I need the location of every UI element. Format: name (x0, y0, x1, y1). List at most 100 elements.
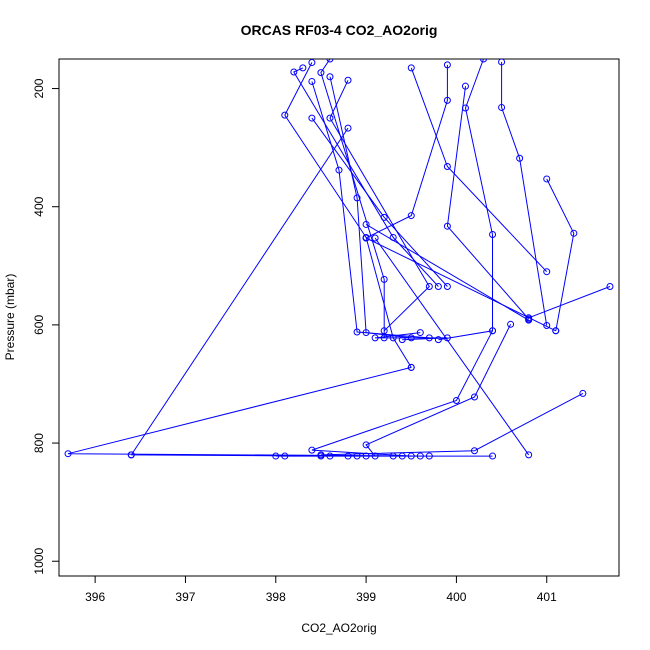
data-point (470, 393, 478, 401)
data-point (434, 282, 442, 290)
y-axis: 200 400 600 800 1000 (32, 78, 60, 575)
x-tick-label: 400 (446, 590, 466, 604)
plot-points (64, 59, 614, 460)
series-line (365, 237, 557, 332)
data-point (335, 166, 343, 174)
data-point (443, 61, 451, 69)
x-axis: 396 397 398 399 400 401 (85, 575, 557, 604)
data-point (344, 452, 352, 460)
y-tick-label: 200 (32, 78, 46, 98)
x-tick-label: 396 (85, 590, 105, 604)
data-point (425, 452, 433, 460)
series-line (311, 330, 493, 457)
y-tick-label: 400 (32, 196, 46, 216)
series-line (311, 81, 430, 339)
data-point (425, 334, 433, 342)
data-point (380, 334, 388, 342)
data-point (389, 334, 397, 342)
data-point (489, 327, 497, 335)
data-point (489, 230, 497, 238)
plot-frame (58, 58, 620, 577)
series-line (365, 64, 448, 239)
series-line (329, 80, 430, 332)
data-point (443, 163, 451, 171)
data-point (389, 233, 397, 241)
data-point (443, 222, 451, 230)
series-line (410, 67, 548, 273)
data-point (434, 336, 442, 344)
data-point (443, 334, 451, 342)
data-point (498, 59, 506, 66)
data-point (498, 103, 506, 111)
data-point (299, 64, 307, 72)
data-point (272, 452, 280, 460)
data-point (371, 234, 379, 242)
data-point (380, 327, 388, 335)
data-point (308, 77, 316, 85)
data-point (543, 175, 551, 183)
series-line (284, 62, 412, 368)
data-point (407, 64, 415, 72)
data-point (516, 154, 524, 162)
data-point (579, 389, 587, 397)
data-point (470, 447, 478, 455)
data-point (552, 327, 560, 335)
data-point (127, 451, 135, 459)
series-line (374, 237, 530, 456)
series-line (329, 76, 412, 339)
data-point (543, 268, 551, 276)
data-point (326, 59, 334, 63)
data-point (407, 363, 415, 371)
data-point (407, 452, 415, 460)
data-point (525, 316, 533, 324)
data-point (443, 282, 451, 290)
y-tick-label: 800 (32, 433, 46, 453)
data-point (281, 111, 289, 119)
data-point (353, 452, 361, 460)
data-point (362, 220, 370, 228)
x-tick-label: 397 (175, 590, 195, 604)
data-point (416, 452, 424, 460)
data-point (353, 328, 361, 336)
series-line (311, 117, 448, 287)
y-axis-label: Pressure (mbar) (3, 274, 17, 361)
data-point (317, 69, 325, 77)
series-line (446, 86, 530, 320)
data-point (344, 76, 352, 84)
data-point (398, 452, 406, 460)
series-line (130, 127, 349, 456)
data-point (308, 446, 316, 454)
data-point (326, 73, 334, 81)
data-point (362, 452, 370, 460)
series-line (320, 59, 385, 338)
data-point (362, 329, 370, 337)
series-line (375, 332, 448, 341)
x-axis-label: CO2_AO2orig (301, 621, 376, 635)
data-point (64, 450, 72, 458)
data-point (461, 104, 469, 112)
series-line (528, 286, 611, 319)
series-line (320, 392, 584, 456)
data-point (281, 452, 289, 460)
data-point (326, 452, 334, 460)
chart-title: ORCAS RF03-4 CO2_AO2orig (241, 22, 438, 38)
data-point (371, 334, 379, 342)
data-point (308, 114, 316, 122)
data-point (407, 212, 415, 220)
data-point (461, 82, 469, 90)
data-point (416, 329, 424, 337)
data-point (452, 397, 460, 405)
y-tick-label: 1000 (32, 548, 46, 575)
x-tick-label: 401 (537, 590, 557, 604)
data-point (480, 59, 488, 63)
data-point (371, 452, 379, 460)
data-point (543, 321, 551, 329)
data-point (425, 282, 433, 290)
x-tick-label: 398 (266, 590, 286, 604)
data-point (290, 68, 298, 76)
data-point (443, 96, 451, 104)
series-line (67, 366, 493, 457)
data-point (489, 452, 497, 460)
data-point (344, 124, 352, 132)
